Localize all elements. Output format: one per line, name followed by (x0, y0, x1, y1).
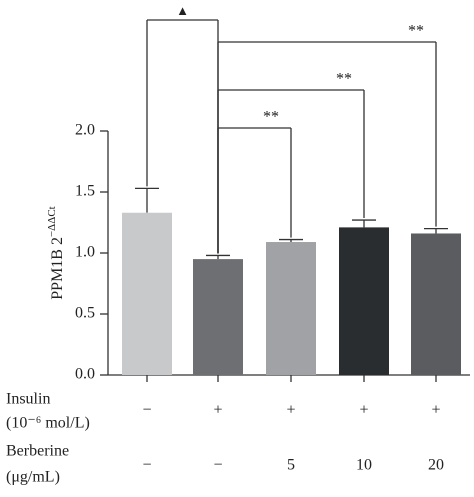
y-tick-label: 0.5 (75, 305, 95, 322)
significance-label: ** (263, 109, 279, 126)
condition-label: Insulin (6, 391, 50, 408)
y-tick-label: 0.0 (75, 366, 95, 383)
condition-label: (10⁻⁶ mol/L) (6, 415, 90, 432)
y-axis-label: PPM1B 2−ΔΔCt (46, 206, 66, 299)
condition-value: 20 (428, 457, 444, 474)
y-axis-label-sup: −ΔΔCt (46, 206, 58, 237)
bar (266, 242, 316, 375)
significance-label: ** (408, 23, 424, 40)
bar (193, 259, 243, 375)
condition-label: Berberine (6, 443, 69, 460)
condition-value: − (142, 457, 151, 474)
y-tick-label: 2.0 (75, 122, 95, 139)
y-axis-label-main: PPM1B 2 (49, 237, 66, 300)
condition-value: 10 (356, 457, 372, 474)
y-tick-label: 1.0 (75, 244, 95, 261)
condition-value: 5 (287, 457, 295, 474)
y-tick-label: 1.5 (75, 183, 95, 200)
bar (122, 212, 172, 375)
significance-label: ▲ (176, 3, 189, 18)
bar (339, 227, 389, 375)
condition-value: + (431, 402, 440, 419)
condition-value: + (213, 402, 222, 419)
condition-value: − (213, 457, 222, 474)
bar (411, 233, 461, 375)
condition-value: − (142, 402, 151, 419)
condition-value: + (286, 402, 295, 419)
condition-value: + (359, 402, 368, 419)
significance-label: ** (336, 71, 352, 88)
condition-label: (μg/mL) (6, 469, 60, 486)
